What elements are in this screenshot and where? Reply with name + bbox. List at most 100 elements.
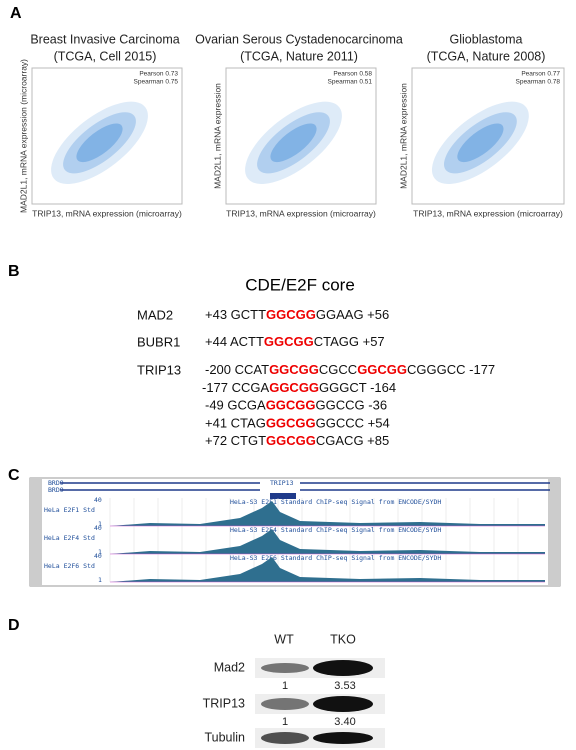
signal: [110, 501, 545, 526]
cloud: [63, 112, 136, 174]
pearson: Pearson 0.58: [333, 71, 372, 78]
browser-side: [548, 478, 560, 586]
band: [313, 732, 373, 744]
point-cloud: [245, 101, 342, 184]
sequence-part: +43 GCTT: [205, 307, 266, 322]
motif: GGCGG: [269, 362, 319, 377]
track-max: 40: [94, 524, 102, 532]
y-axis-label: MAD2L1, mRNA expression: [212, 83, 222, 189]
sequence-part: GGCCG -36: [316, 398, 388, 413]
sequence-part: GGGCT -164: [319, 380, 396, 395]
plot-title: Glioblastoma: [450, 32, 523, 46]
motif: GGCGG: [266, 307, 316, 322]
track-min: 1: [98, 548, 102, 556]
panel-label: A: [10, 5, 22, 22]
sequence: -49 GCGAGGCGGGGCCG -36: [205, 398, 387, 413]
gene-name: MAD2: [137, 307, 173, 322]
row-label: TRIP13: [203, 696, 245, 710]
sequence: +44 ACTTGGCGGCTAGG +57: [205, 334, 385, 349]
track-name: HeLa E2F1 Std: [44, 506, 95, 514]
plot-frame: [31, 67, 183, 205]
quant: 3.53: [334, 680, 355, 692]
track-min: 1: [98, 520, 102, 528]
pearson: Pearson 0.73: [139, 71, 178, 78]
sequence: +43 GCTTGGCGGGGAAG +56: [205, 307, 389, 322]
panel-d: WT TKO Mad2 1 3.53 TRIP13 1 3.40 Tubulin: [203, 632, 385, 748]
spearman: Spearman 0.75: [134, 79, 179, 86]
point-cloud: [51, 101, 148, 184]
gene-label: BRD9: [48, 479, 64, 487]
band: [313, 660, 373, 676]
x-axis-label: TRIP13, mRNA expression (microarray): [226, 208, 376, 218]
sequence-part: CGGGCC -177: [407, 362, 495, 377]
cloud: [443, 112, 517, 174]
plot-subtitle: (TCGA, Nature 2008): [427, 49, 546, 63]
sequence: +72 CTGTGGCGGCGACG +85: [205, 434, 389, 449]
plot-title: Ovarian Serous Cystadenocarcinoma: [195, 32, 403, 46]
plot-title: Breast Invasive Carcinoma: [30, 32, 179, 46]
cloud: [270, 123, 317, 163]
y-axis-label: MAD2L1, mRNA expression: [398, 83, 408, 189]
sequence: -177 CCGAGGCGGGGGCT -164: [202, 380, 396, 395]
sequence-part: +44 ACTT: [205, 334, 264, 349]
motif: GGCGG: [266, 434, 316, 449]
signal: [110, 557, 545, 582]
gene-name: BUBR1: [137, 334, 180, 349]
pearson: Pearson 0.77: [521, 71, 560, 78]
track-desc: HeLa-S3 E2F1 Standard ChIP-seq Signal fr…: [230, 498, 441, 506]
sequence-part: GGCCC +54: [316, 416, 390, 431]
x-axis-label: TRIP13, mRNA expression (microarray): [32, 208, 182, 218]
row-label: Tubulin: [204, 730, 245, 744]
sequence: -200 CCATGGCGGCGCCGGCGGCGGGCC -177: [205, 362, 495, 377]
sequence-part: CGCC: [319, 362, 357, 377]
track-desc: HeLa-S3 E2F6 Standard ChIP-seq Signal fr…: [230, 554, 441, 562]
panel-label: B: [8, 263, 20, 280]
motif: GGCGG: [269, 380, 319, 395]
cloud: [245, 101, 342, 184]
gene-label: BRD9: [48, 486, 64, 494]
motif: GGCGG: [264, 334, 314, 349]
cloud: [257, 112, 330, 174]
panel-label: C: [8, 467, 20, 484]
track-max: 40: [94, 552, 102, 560]
row-label: Mad2: [214, 660, 245, 674]
plot-frame: [411, 67, 565, 205]
sequence: +41 CTAGGGCGGGGCCC +54: [205, 416, 390, 431]
band: [313, 696, 373, 712]
cloud: [51, 101, 148, 184]
gene-name: TRIP13: [137, 362, 181, 377]
plot-frame: [225, 67, 377, 205]
track-min: 1: [98, 576, 102, 584]
plot-subtitle: (TCGA, Cell 2015): [54, 49, 157, 63]
quant: 1: [282, 680, 288, 692]
y-axis-label: MAD2L1, mRNA expression (microarray): [18, 59, 28, 213]
plot-subtitle: (TCGA, Nature 2011): [240, 49, 358, 63]
track-name: HeLa E2F6 Std: [44, 562, 95, 570]
gene-label: TRIP13: [270, 479, 294, 487]
x-axis-label: TRIP13, mRNA expression (microarray): [413, 208, 563, 218]
sequence-part: -49 GCGA: [205, 398, 266, 413]
sequence-part: GGAAG +56: [316, 307, 389, 322]
sequence-part: -200 CCAT: [205, 362, 269, 377]
sequence-part: +72 CTGT: [205, 434, 266, 449]
cloud: [76, 123, 123, 163]
motif: GGCGG: [266, 416, 316, 431]
sequence-part: CGACG +85: [316, 434, 389, 449]
panel-a: Breast Invasive Carcinoma (TCGA, Cell 201…: [18, 32, 565, 218]
motif: GGCGG: [357, 362, 407, 377]
track-desc: HeLa-S3 E2F4 Standard ChIP-seq Signal fr…: [230, 526, 441, 534]
quant: 1: [282, 716, 288, 728]
signal: [110, 529, 545, 554]
lane-label: TKO: [330, 632, 356, 646]
motif: GGCGG: [266, 398, 316, 413]
motif-title: CDE/E2F core: [245, 275, 355, 294]
band: [261, 663, 309, 673]
band: [261, 732, 309, 744]
band: [261, 698, 309, 710]
quant: 3.40: [334, 716, 355, 728]
cloud: [431, 101, 529, 184]
cloud: [457, 123, 504, 163]
